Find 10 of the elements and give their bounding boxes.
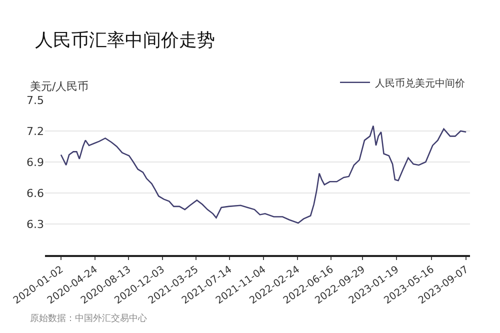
y-tick-label: 7.5 <box>26 94 44 107</box>
y-tick-label: 6.3 <box>26 218 44 231</box>
text: 原始数据：中国外汇交易中心 <box>30 313 147 324</box>
y-tick-label: 6.9 <box>26 156 44 169</box>
chart-title: 人民币汇率中间价走势 <box>35 30 215 51</box>
line-series <box>60 125 467 224</box>
legend-label: 人民币兑美元中间价 <box>375 77 465 90</box>
y-tick-label: 7.2 <box>26 124 44 138</box>
y-tick-label: 6.6 <box>26 186 44 200</box>
y-axis-title: 美元/人民币 <box>30 80 89 93</box>
